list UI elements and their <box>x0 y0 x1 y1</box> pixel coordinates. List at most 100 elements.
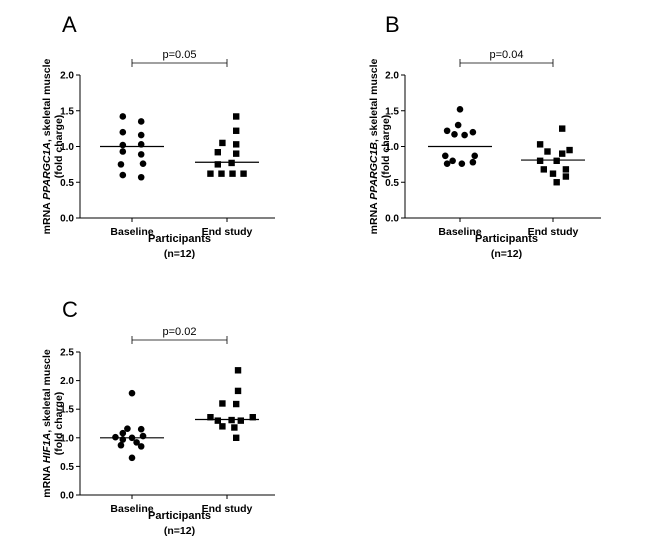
x-tick-label: Baseline <box>110 226 153 238</box>
data-point-circle <box>137 173 145 181</box>
x-axis-title: Participants <box>148 233 211 245</box>
y-axis-title-part: mRNA <box>41 463 53 498</box>
y-tick-label: 1.0 <box>60 142 74 153</box>
y-axis-title: mRNA PPARGC1B, skeletal muscle <box>368 59 380 235</box>
data-point-square <box>562 166 570 173</box>
data-point-square <box>233 150 240 157</box>
y-axis-title-part: , skeletal muscle <box>368 59 380 143</box>
data-point-square <box>536 157 544 164</box>
y-tick-label: 1.0 <box>60 433 74 444</box>
p-value-label: p=0.05 <box>163 49 197 61</box>
data-point-square <box>234 367 242 374</box>
data-point-circle <box>137 131 145 139</box>
data-point-circle <box>119 113 127 120</box>
data-point-circle <box>128 434 136 442</box>
data-point-square <box>536 141 544 148</box>
data-point-square <box>553 157 560 164</box>
y-tick-label: 1.5 <box>60 106 74 117</box>
data-point-circle <box>454 121 462 129</box>
y-tick-label: 2.5 <box>60 348 74 359</box>
y-axis-title-part: , skeletal muscle <box>41 349 53 433</box>
data-point-square <box>562 173 570 180</box>
y-axis-title-part: PPARGC1B <box>368 142 380 200</box>
x-tick-label: End study <box>528 226 579 238</box>
data-point-square <box>229 170 236 177</box>
data-point-square <box>214 161 221 168</box>
y-tick-label: 2.0 <box>60 71 74 82</box>
data-point-square <box>233 141 240 148</box>
data-point-circle <box>137 443 145 450</box>
data-point-square <box>233 127 240 134</box>
y-tick-label: 0.0 <box>60 491 74 502</box>
y-axis-title-part: mRNA <box>368 200 380 235</box>
x-tick-label: End study <box>202 503 253 515</box>
data-point-square <box>214 417 221 424</box>
y-tick-label: 1.5 <box>60 405 74 416</box>
x-axis-note: (n=12) <box>164 525 195 537</box>
panel-letter-c: C <box>62 297 78 322</box>
data-point-circle <box>124 425 131 432</box>
data-point-circle <box>117 161 125 168</box>
y-axis-title: mRNA HIF1A, skeletal muscle <box>41 349 53 498</box>
data-point-square <box>249 414 256 421</box>
y-axis-title-part: PPARGC1A <box>41 142 53 200</box>
data-point-circle <box>137 425 145 433</box>
data-point-circle <box>443 127 451 135</box>
y-axis-title-part: , skeletal muscle <box>41 59 53 143</box>
data-point-square <box>207 414 214 421</box>
y-axis-title-part: HIF1A <box>41 433 53 463</box>
data-point-circle <box>119 171 127 179</box>
data-point-circle <box>119 429 127 437</box>
data-point-square <box>219 423 226 430</box>
data-point-square <box>233 400 240 408</box>
data-point-square <box>219 400 226 407</box>
data-point-circle <box>456 106 464 113</box>
data-point-circle <box>461 131 468 139</box>
panel-letter-a: A <box>62 12 77 37</box>
data-point-square <box>228 416 235 424</box>
data-point-square <box>559 150 566 157</box>
data-point-circle <box>119 148 127 155</box>
data-point-circle <box>137 118 145 125</box>
data-point-circle <box>128 454 136 462</box>
data-point-square <box>214 149 221 156</box>
data-point-circle <box>471 152 479 160</box>
x-axis-title: Participants <box>475 233 538 245</box>
data-point-circle <box>119 141 127 149</box>
y-axis-title-part: mRNA <box>41 200 53 235</box>
data-point-square <box>559 125 566 132</box>
data-point-circle <box>441 152 449 160</box>
data-point-square <box>234 387 242 395</box>
y-tick-label: 0.0 <box>60 214 74 225</box>
y-tick-label: 0.0 <box>385 214 399 225</box>
data-point-circle <box>119 128 127 136</box>
y-axis-title-line2: (fold charge) <box>380 115 392 179</box>
y-tick-label: 1.5 <box>385 106 399 117</box>
y-tick-label: 0.5 <box>60 462 74 473</box>
data-point-square <box>233 434 240 441</box>
x-axis-title: Participants <box>148 510 211 522</box>
x-tick-label: Baseline <box>438 226 481 238</box>
data-point-square <box>566 146 573 154</box>
p-value-label: p=0.04 <box>490 49 524 61</box>
x-axis-note: (n=12) <box>491 248 522 260</box>
data-point-circle <box>449 157 456 165</box>
data-point-circle <box>139 160 147 167</box>
data-point-circle <box>469 128 477 136</box>
data-point-circle <box>139 432 147 440</box>
data-point-circle <box>128 389 136 397</box>
x-tick-label: Baseline <box>110 503 153 515</box>
y-tick-label: 2.0 <box>60 376 74 387</box>
y-axis-title: mRNA PPARGC1A, skeletal muscle <box>41 59 53 235</box>
data-point-circle <box>117 441 125 449</box>
data-point-square <box>219 139 226 147</box>
data-point-square <box>540 166 547 173</box>
data-point-square <box>237 417 244 424</box>
data-point-circle <box>451 131 458 138</box>
p-value-label: p=0.02 <box>163 326 197 338</box>
